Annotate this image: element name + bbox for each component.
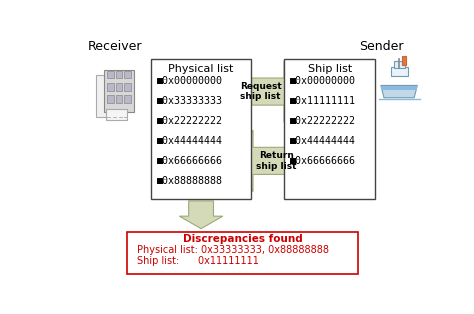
Polygon shape xyxy=(179,201,223,229)
Text: ■0x88888888: ■0x88888888 xyxy=(157,176,223,186)
Bar xyxy=(151,59,251,199)
Text: ■0x00000000: ■0x00000000 xyxy=(290,76,356,86)
Polygon shape xyxy=(381,85,417,98)
Bar xyxy=(402,56,406,65)
Bar xyxy=(107,83,113,91)
Bar xyxy=(106,109,128,120)
Bar xyxy=(381,86,417,90)
Text: Discrepancies found: Discrepancies found xyxy=(183,235,303,244)
Bar xyxy=(107,95,113,103)
Text: Request
ship list: Request ship list xyxy=(240,82,282,101)
Bar xyxy=(394,61,405,68)
Text: ■0x44444444: ■0x44444444 xyxy=(157,136,223,146)
Text: ■0x22222222: ■0x22222222 xyxy=(290,116,356,126)
Text: ■0x00000000: ■0x00000000 xyxy=(157,76,223,86)
Text: Ship list: Ship list xyxy=(308,64,352,74)
Polygon shape xyxy=(237,130,300,192)
Text: Sender: Sender xyxy=(359,41,403,53)
Bar xyxy=(107,71,113,78)
Bar xyxy=(104,70,134,112)
Bar xyxy=(391,67,408,76)
Text: ■0x66666666: ■0x66666666 xyxy=(157,156,223,166)
Text: Receiver: Receiver xyxy=(88,41,142,53)
Text: Physical list: Physical list xyxy=(168,64,234,74)
Bar xyxy=(124,71,130,78)
Text: Ship list:      0x11111111: Ship list: 0x11111111 xyxy=(137,256,259,266)
Text: ■0x22222222: ■0x22222222 xyxy=(157,116,223,126)
Bar xyxy=(284,59,375,199)
Bar xyxy=(124,83,130,91)
Bar xyxy=(124,95,130,103)
Bar xyxy=(116,83,122,91)
Text: ■0x66666666: ■0x66666666 xyxy=(290,156,356,166)
Bar xyxy=(116,71,122,78)
Bar xyxy=(96,75,123,117)
Bar xyxy=(128,232,358,274)
Bar xyxy=(116,95,122,103)
Polygon shape xyxy=(237,61,300,122)
Text: ■0x33333333: ■0x33333333 xyxy=(157,96,223,106)
Text: ■0x11111111: ■0x11111111 xyxy=(290,96,356,106)
Text: Return
ship list: Return ship list xyxy=(256,151,297,171)
Text: Physical list: 0x33333333, 0x88888888: Physical list: 0x33333333, 0x88888888 xyxy=(137,245,329,255)
Text: ■0x44444444: ■0x44444444 xyxy=(290,136,356,146)
